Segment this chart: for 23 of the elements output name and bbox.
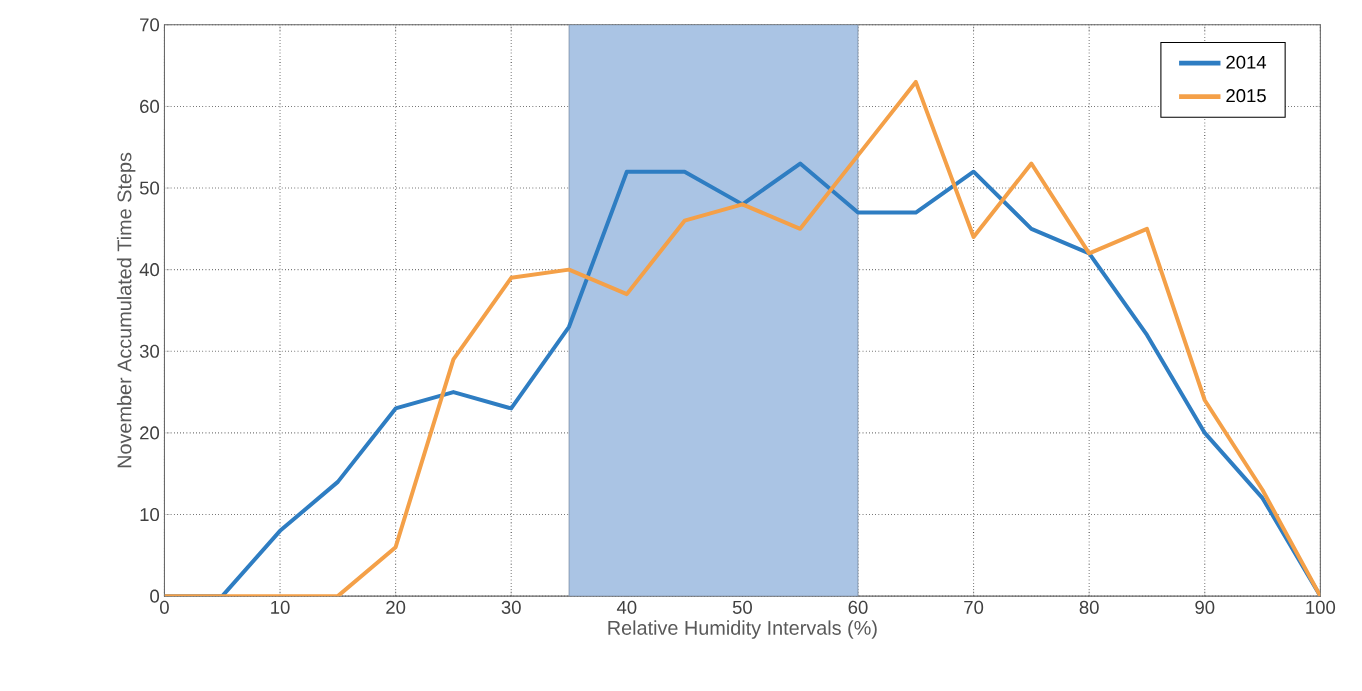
y-tick-label: 70 xyxy=(140,18,160,32)
x-tick-label: 70 xyxy=(964,600,984,614)
x-tick-label: 20 xyxy=(386,600,406,614)
legend-label: 2015 xyxy=(1226,88,1266,103)
legend-label: 2014 xyxy=(1226,55,1267,69)
y-tick-label: 50 xyxy=(139,181,160,195)
y-tick-label: 60 xyxy=(140,99,160,113)
x-tick-label: 100 xyxy=(1306,600,1336,614)
x-tick-label: 90 xyxy=(1195,600,1215,614)
x-tick-label: 60 xyxy=(848,600,868,614)
y-tick-label: 20 xyxy=(140,426,160,440)
y-tick-label: 0 xyxy=(150,589,160,603)
x-tick-label: 50 xyxy=(732,600,752,614)
x-tick-label: 40 xyxy=(616,600,637,614)
y-tick-label: 30 xyxy=(139,344,160,358)
y-tick-label: 40 xyxy=(139,262,160,277)
y-axis-title: November Accumulated Time Steps xyxy=(116,152,136,468)
x-axis-title: Relative Humidity Intervals (%) xyxy=(608,620,877,639)
x-tick-label: 30 xyxy=(501,600,521,614)
x-tick-label: 80 xyxy=(1079,600,1099,614)
y-tick-label: 10 xyxy=(140,507,160,521)
x-tick-label: 10 xyxy=(271,600,290,614)
x-tick-label: 0 xyxy=(160,600,169,614)
